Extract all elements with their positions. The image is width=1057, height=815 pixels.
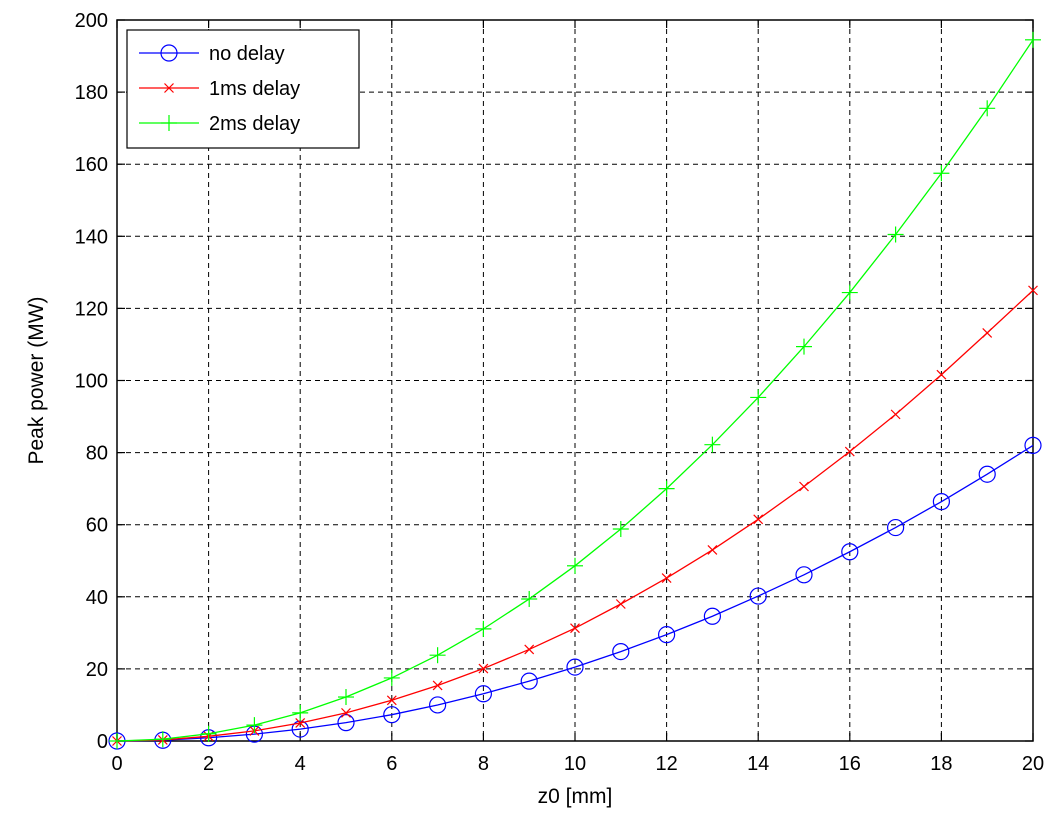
legend-item[interactable]: no delay (139, 43, 285, 65)
series-layer (108, 31, 1042, 750)
data-point (750, 389, 767, 406)
y-tick-label: 100 (75, 371, 108, 393)
data-point (657, 626, 676, 644)
data-point (707, 545, 718, 555)
data-point (295, 718, 306, 728)
data-point (200, 725, 217, 742)
series-2ms-delay (109, 31, 1041, 749)
data-point (386, 695, 397, 706)
y-tick-label: 60 (86, 515, 108, 537)
data-point (154, 731, 171, 748)
y-tick-label: 200 (75, 10, 108, 32)
data-point (936, 369, 947, 380)
axis-ticks: 0 2 4 6 8 10 12 14 16 18 2002040608010012014016018… (75, 10, 1045, 775)
data-point (475, 620, 492, 637)
y-tick-label: 180 (75, 82, 108, 104)
x-tick-label: 20 (1022, 753, 1044, 775)
data-point (524, 644, 535, 655)
x-tick-label: 18 (930, 753, 952, 775)
x-axis-label: z0 [mm] (538, 785, 613, 808)
data-point (612, 521, 629, 538)
data-point (841, 543, 859, 561)
data-point (615, 599, 626, 609)
y-tick-label: 120 (75, 298, 108, 320)
data-point (795, 566, 813, 584)
data-point (1028, 285, 1038, 296)
data-point (338, 689, 354, 706)
y-axis-label: Peak power (MW) (25, 296, 48, 464)
data-point (933, 165, 950, 182)
data-point (658, 480, 675, 497)
legend-label: 1ms delay (209, 78, 300, 100)
data-point (383, 706, 401, 724)
legend[interactable]: no delay 1ms delay 2ms delay (126, 29, 360, 149)
data-point (383, 669, 400, 686)
data-point (612, 642, 630, 661)
data-point (521, 590, 538, 607)
series-line (116, 444, 1034, 742)
data-point (799, 481, 809, 492)
data-point (429, 647, 446, 664)
data-point (520, 672, 538, 690)
legend-label: no delay (209, 43, 285, 65)
y-tick-label: 140 (75, 226, 108, 248)
x-tick-label: 12 (655, 753, 677, 775)
data-point (890, 409, 901, 420)
data-point (478, 663, 489, 674)
data-point (1025, 31, 1041, 48)
legend-marker (164, 83, 174, 93)
data-point (570, 623, 580, 634)
data-point (886, 518, 905, 537)
data-point (567, 557, 583, 574)
y-tick-label: 160 (75, 154, 108, 176)
data-point (844, 446, 855, 457)
data-point (887, 226, 904, 243)
x-tick-label: 4 (295, 753, 306, 775)
data-point (841, 284, 858, 301)
data-point (566, 658, 584, 676)
data-point (341, 707, 351, 718)
data-point (292, 704, 309, 721)
y-tick-label: 80 (86, 443, 108, 465)
data-point (796, 338, 812, 355)
data-point (337, 714, 355, 732)
x-tick-label: 10 (564, 753, 586, 775)
data-point (753, 514, 764, 525)
legend-marker (161, 115, 177, 131)
legend-item[interactable]: 1ms delay (139, 78, 300, 100)
series-1ms-delay (112, 285, 1038, 746)
y-tick-label: 20 (86, 659, 108, 681)
x-tick-label: 0 (111, 753, 122, 775)
data-point (979, 100, 996, 117)
data-point (978, 465, 996, 483)
data-point (1024, 436, 1042, 454)
data-point (291, 720, 309, 738)
data-point (982, 327, 993, 338)
x-tick-label: 2 (203, 753, 214, 775)
legend-box (126, 29, 360, 149)
axis-labels: z0 [mm] Peak power (MW) (25, 296, 612, 808)
data-point (703, 607, 722, 625)
data-point (704, 436, 721, 453)
data-point (661, 573, 672, 583)
series-no-delay (108, 436, 1042, 750)
data-point (429, 696, 447, 714)
y-tick-label: 40 (86, 587, 108, 609)
x-tick-label: 6 (386, 753, 397, 775)
data-point (246, 717, 263, 734)
data-point (432, 680, 443, 691)
y-tick-label: 0 (97, 731, 108, 753)
data-point (474, 685, 492, 703)
data-point (932, 493, 951, 511)
x-tick-label: 16 (839, 753, 861, 775)
legend-marker (160, 44, 178, 62)
legend-item[interactable]: 2ms delay (139, 113, 300, 135)
data-point (109, 733, 125, 749)
data-point (749, 587, 767, 605)
x-tick-label: 8 (478, 753, 489, 775)
legend-label: 2ms delay (209, 113, 300, 135)
x-tick-label: 14 (747, 753, 769, 775)
